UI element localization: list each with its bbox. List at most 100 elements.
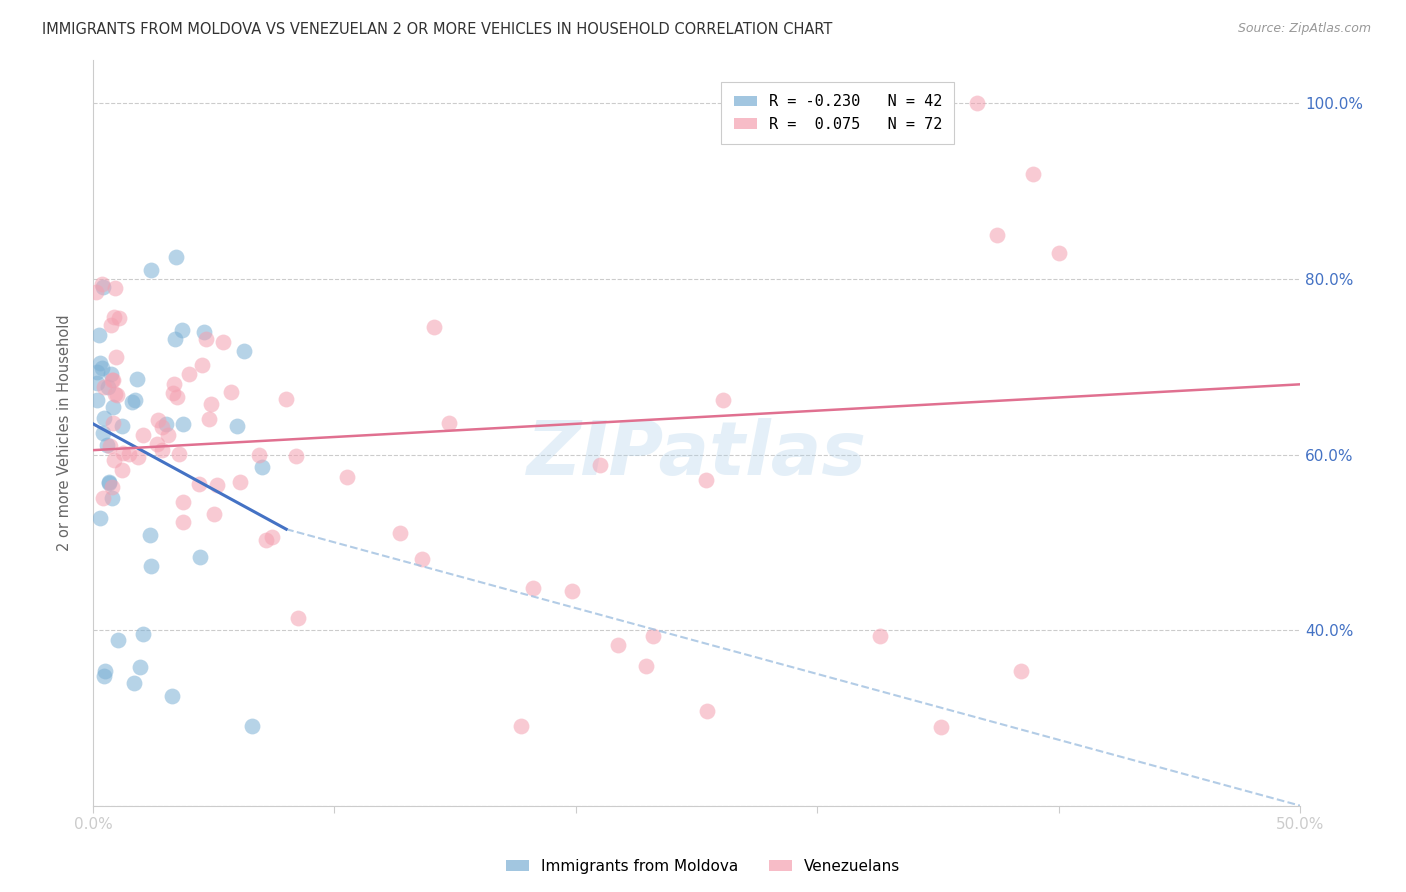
Point xyxy=(247,448,270,462)
Point xyxy=(510,719,533,733)
Point xyxy=(193,326,215,340)
Point xyxy=(132,428,155,442)
Point xyxy=(869,629,891,643)
Point xyxy=(150,442,173,457)
Point xyxy=(103,452,125,467)
Point xyxy=(202,507,225,521)
Point xyxy=(93,380,115,394)
Point xyxy=(103,310,125,324)
Point xyxy=(101,373,124,387)
Point xyxy=(121,394,143,409)
Point xyxy=(104,387,127,401)
Point xyxy=(105,388,128,402)
Point xyxy=(91,491,114,505)
Point xyxy=(101,491,124,505)
Point xyxy=(139,263,162,277)
Point xyxy=(986,228,1008,243)
Point xyxy=(90,277,112,291)
Point xyxy=(97,475,120,490)
Legend: Immigrants from Moldova, Venezuelans: Immigrants from Moldova, Venezuelans xyxy=(499,853,907,880)
Point xyxy=(98,475,121,490)
Point xyxy=(188,550,211,565)
Point xyxy=(634,658,657,673)
Text: Source: ZipAtlas.com: Source: ZipAtlas.com xyxy=(1237,22,1371,36)
Point xyxy=(148,413,170,427)
Point xyxy=(122,675,145,690)
Point xyxy=(98,439,121,453)
Point xyxy=(107,632,129,647)
Point xyxy=(966,96,988,111)
Legend: R = -0.230   N = 42, R =  0.075   N = 72: R = -0.230 N = 42, R = 0.075 N = 72 xyxy=(721,82,955,145)
Point xyxy=(118,447,141,461)
Point xyxy=(146,436,169,450)
Point xyxy=(191,358,214,372)
Point xyxy=(226,418,249,433)
Point xyxy=(103,416,125,430)
Point xyxy=(522,581,544,595)
Point xyxy=(86,365,108,379)
Point xyxy=(101,480,124,494)
Point xyxy=(187,476,209,491)
Point xyxy=(93,669,115,683)
Point xyxy=(141,559,163,574)
Point xyxy=(103,400,125,414)
Point xyxy=(89,511,111,525)
Point xyxy=(561,583,583,598)
Point xyxy=(100,318,122,332)
Point xyxy=(287,611,309,625)
Point xyxy=(232,343,254,358)
Point xyxy=(87,327,110,342)
Point xyxy=(388,526,411,541)
Point xyxy=(97,380,120,394)
Point xyxy=(205,478,228,492)
Point xyxy=(172,417,194,431)
Point xyxy=(411,552,433,566)
Point xyxy=(105,350,128,364)
Point xyxy=(195,332,218,346)
Point xyxy=(696,704,718,718)
Point xyxy=(254,533,277,547)
Point xyxy=(165,250,187,264)
Point xyxy=(166,390,188,404)
Point xyxy=(128,660,150,674)
Point xyxy=(89,355,111,369)
Point xyxy=(1047,245,1070,260)
Point xyxy=(100,368,122,382)
Point xyxy=(172,516,194,530)
Point xyxy=(250,459,273,474)
Point xyxy=(439,416,461,430)
Point xyxy=(641,630,664,644)
Point xyxy=(219,384,242,399)
Point xyxy=(163,377,186,392)
Point xyxy=(157,428,180,442)
Point xyxy=(200,396,222,410)
Point xyxy=(150,420,173,434)
Point xyxy=(1010,664,1032,678)
Point xyxy=(177,368,200,382)
Point xyxy=(423,320,446,334)
Text: IMMIGRANTS FROM MOLDOVA VS VENEZUELAN 2 OR MORE VEHICLES IN HOUSEHOLD CORRELATIO: IMMIGRANTS FROM MOLDOVA VS VENEZUELAN 2 … xyxy=(42,22,832,37)
Point xyxy=(198,411,221,425)
Point xyxy=(91,280,114,294)
Point xyxy=(165,332,187,346)
Point xyxy=(132,627,155,641)
Point xyxy=(172,494,194,508)
Point xyxy=(695,473,717,487)
Point xyxy=(167,447,190,461)
Point xyxy=(101,373,124,387)
Point xyxy=(284,450,307,464)
Point xyxy=(93,665,115,679)
Point xyxy=(125,372,148,386)
Point xyxy=(124,393,146,408)
Point xyxy=(111,418,134,433)
Point xyxy=(262,530,284,544)
Point xyxy=(228,475,250,490)
Point xyxy=(91,426,114,441)
Y-axis label: 2 or more Vehicles in Household: 2 or more Vehicles in Household xyxy=(58,314,72,551)
Point xyxy=(155,417,177,432)
Point xyxy=(588,458,610,472)
Point xyxy=(274,392,297,406)
Point xyxy=(607,639,630,653)
Point xyxy=(90,361,112,376)
Point xyxy=(111,463,134,477)
